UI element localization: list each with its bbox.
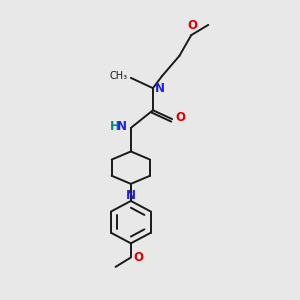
Text: H: H bbox=[110, 120, 120, 133]
Text: O: O bbox=[133, 251, 143, 264]
Text: O: O bbox=[188, 19, 198, 32]
Text: N: N bbox=[154, 82, 164, 95]
Text: N: N bbox=[117, 120, 127, 133]
Text: O: O bbox=[175, 111, 185, 124]
Text: CH₃: CH₃ bbox=[109, 70, 127, 80]
Text: N: N bbox=[126, 189, 136, 202]
